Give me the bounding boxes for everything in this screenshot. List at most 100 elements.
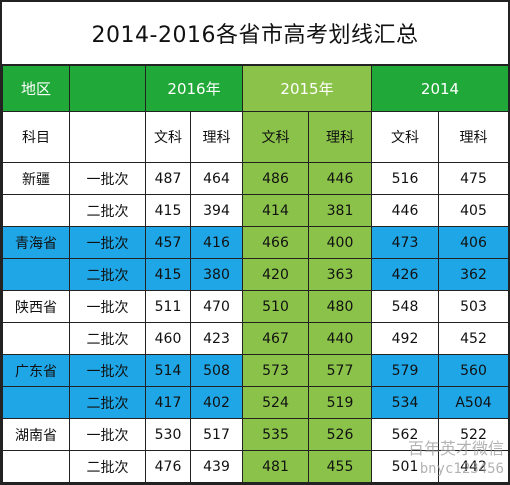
science-2016-score: 517	[190, 418, 243, 451]
science-2016-score: 394	[190, 194, 243, 227]
table-row: 二批次 460 423 467 440 492 452	[2, 322, 508, 355]
science-2016-score: 439	[190, 450, 243, 483]
science-2016-score: 402	[190, 386, 243, 419]
batch-cell: 二批次	[69, 450, 146, 483]
arts-2016-score: 476	[145, 450, 191, 483]
arts-2016-score: 487	[145, 162, 191, 195]
region-header: 地区	[2, 65, 70, 112]
page-title: 2014-2016各省市高考划线汇总	[2, 2, 508, 65]
science-2014-score: A504	[438, 386, 508, 419]
province-cell	[2, 258, 70, 291]
year-header-2016: 2016年	[145, 65, 243, 112]
science-2015-score: 363	[308, 258, 372, 291]
science-2016-score: 470	[190, 290, 243, 323]
province-cell	[2, 322, 70, 355]
batch-cell: 二批次	[69, 322, 146, 355]
science-2015-score: 400	[308, 226, 372, 259]
arts-2015-score: 467	[242, 322, 309, 355]
science-2014-score: 442	[438, 450, 508, 483]
subject-label: 科目	[2, 111, 70, 163]
arts-2015: 文科	[242, 111, 309, 163]
batch-cell: 一批次	[69, 354, 146, 387]
arts-2016-score: 530	[145, 418, 191, 451]
watermark-line1: 百年英才微信	[407, 439, 504, 458]
batch-cell: 一批次	[69, 290, 146, 323]
arts-2016-score: 415	[145, 194, 191, 227]
arts-2014-score: 516	[371, 162, 439, 195]
header-row: 地区 2016年 2015年 2014	[2, 65, 508, 112]
science-2015-score: 440	[308, 322, 372, 355]
table-row: 陕西省 一批次 511 470 510 480 548 503	[2, 290, 508, 323]
arts-2014-score: 562	[371, 418, 439, 451]
province-cell: 陕西省	[2, 290, 70, 323]
watermark: 百年英才微信 bnyc123456	[408, 439, 504, 479]
arts-2016-score: 415	[145, 258, 191, 291]
science-2016-score: 508	[190, 354, 243, 387]
province-cell: 湖南省	[2, 418, 70, 451]
province-cell: 青海省	[2, 226, 70, 259]
subheader-row: 科目 文科 理科 文科 理科 文科 理科	[2, 111, 508, 163]
table-row: 二批次 476 439 481 455 501 442	[2, 450, 508, 483]
science-2015-score: 381	[308, 194, 372, 227]
science-2015-score: 455	[308, 450, 372, 483]
science-2015: 理科	[308, 111, 372, 163]
science-2015-score: 480	[308, 290, 372, 323]
arts-2016-score: 417	[145, 386, 191, 419]
science-2016-score: 464	[190, 162, 243, 195]
arts-2015-score: 414	[242, 194, 309, 227]
arts-2014: 文科	[371, 111, 439, 163]
batch-cell: 一批次	[69, 226, 146, 259]
science-2014-score: 362	[438, 258, 508, 291]
arts-2015-score: 466	[242, 226, 309, 259]
science-2014-score: 560	[438, 354, 508, 387]
arts-2016-score: 457	[145, 226, 191, 259]
arts-2015-score: 481	[242, 450, 309, 483]
science-2016-score: 416	[190, 226, 243, 259]
batch-cell: 一批次	[69, 418, 146, 451]
batch-cell: 二批次	[69, 258, 146, 291]
year-header-2015: 2015年	[242, 65, 372, 112]
science-2015-score: 446	[308, 162, 372, 195]
batch-cell: 二批次	[69, 194, 146, 227]
arts-2015-score: 420	[242, 258, 309, 291]
science-2016: 理科	[190, 111, 243, 163]
score-table: 地区 2016年 2015年 2014 科目 文科 理科 文科 理科 文科 理科…	[2, 65, 508, 483]
science-2014-score: 452	[438, 322, 508, 355]
science-2015-score: 526	[308, 418, 372, 451]
province-cell	[2, 194, 70, 227]
arts-2014-score: 548	[371, 290, 439, 323]
table-row: 湖南省 一批次 530 517 535 526 562 522	[2, 418, 508, 451]
arts-2015-score: 510	[242, 290, 309, 323]
science-2015-score: 577	[308, 354, 372, 387]
batch-header	[69, 65, 146, 112]
table-row: 二批次 415 380 420 363 426 362	[2, 258, 508, 291]
science-2014-score: 405	[438, 194, 508, 227]
arts-2016: 文科	[145, 111, 191, 163]
arts-2015-score: 486	[242, 162, 309, 195]
arts-2015-score: 573	[242, 354, 309, 387]
watermark-line2: bnyc123456	[419, 461, 504, 477]
table-row: 新疆 一批次 487 464 486 446 516 475	[2, 162, 508, 195]
science-2014-score: 406	[438, 226, 508, 259]
table-row: 青海省 一批次 457 416 466 400 473 406	[2, 226, 508, 259]
arts-2014-score: 579	[371, 354, 439, 387]
arts-2014-score: 426	[371, 258, 439, 291]
science-2014-score: 522	[438, 418, 508, 451]
arts-2016-score: 460	[145, 322, 191, 355]
table-row: 广东省 一批次 514 508 573 577 579 560	[2, 354, 508, 387]
batch-cell: 二批次	[69, 386, 146, 419]
arts-2014-score: 492	[371, 322, 439, 355]
science-2016-score: 380	[190, 258, 243, 291]
science-2014-score: 503	[438, 290, 508, 323]
table-row: 二批次 417 402 524 519 534 A504	[2, 386, 508, 419]
science-2014-score: 475	[438, 162, 508, 195]
arts-2015-score: 535	[242, 418, 309, 451]
science-2015-score: 519	[308, 386, 372, 419]
province-cell	[2, 386, 70, 419]
subject-blank	[69, 111, 146, 163]
province-cell: 广东省	[2, 354, 70, 387]
table-row: 二批次 415 394 414 381 446 405	[2, 194, 508, 227]
province-cell: 新疆	[2, 162, 70, 195]
arts-2014-score: 473	[371, 226, 439, 259]
